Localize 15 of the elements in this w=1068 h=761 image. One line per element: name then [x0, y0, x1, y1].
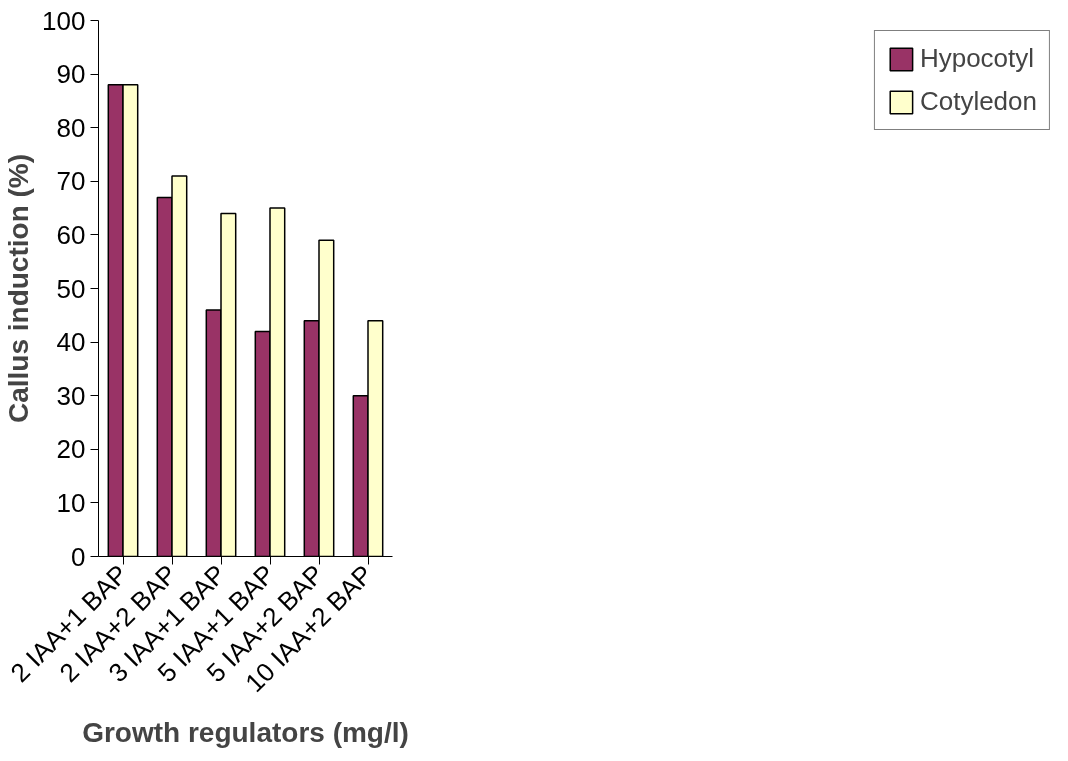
x-axis-title: Growth regulators (mg/l) — [82, 716, 409, 748]
y-axis-title: Callus induction (%) — [3, 153, 35, 424]
y-tick-label: 20 — [56, 434, 86, 465]
y-tick-label: 100 — [42, 5, 86, 36]
y-tick-label: 90 — [56, 59, 86, 90]
legend-label: Cotyledon — [919, 86, 1037, 117]
y-tick-label: 80 — [56, 112, 86, 143]
y-tick-label: 10 — [56, 487, 86, 518]
legend-label: Hypocotyl — [919, 43, 1035, 74]
y-tick-label: 30 — [56, 380, 86, 411]
y-tick-label: 50 — [56, 273, 86, 304]
y-tick-label: 60 — [56, 219, 86, 250]
y-tick-label: 40 — [56, 327, 86, 358]
y-tick-label: 0 — [71, 541, 86, 572]
y-tick-label: 70 — [56, 166, 86, 197]
